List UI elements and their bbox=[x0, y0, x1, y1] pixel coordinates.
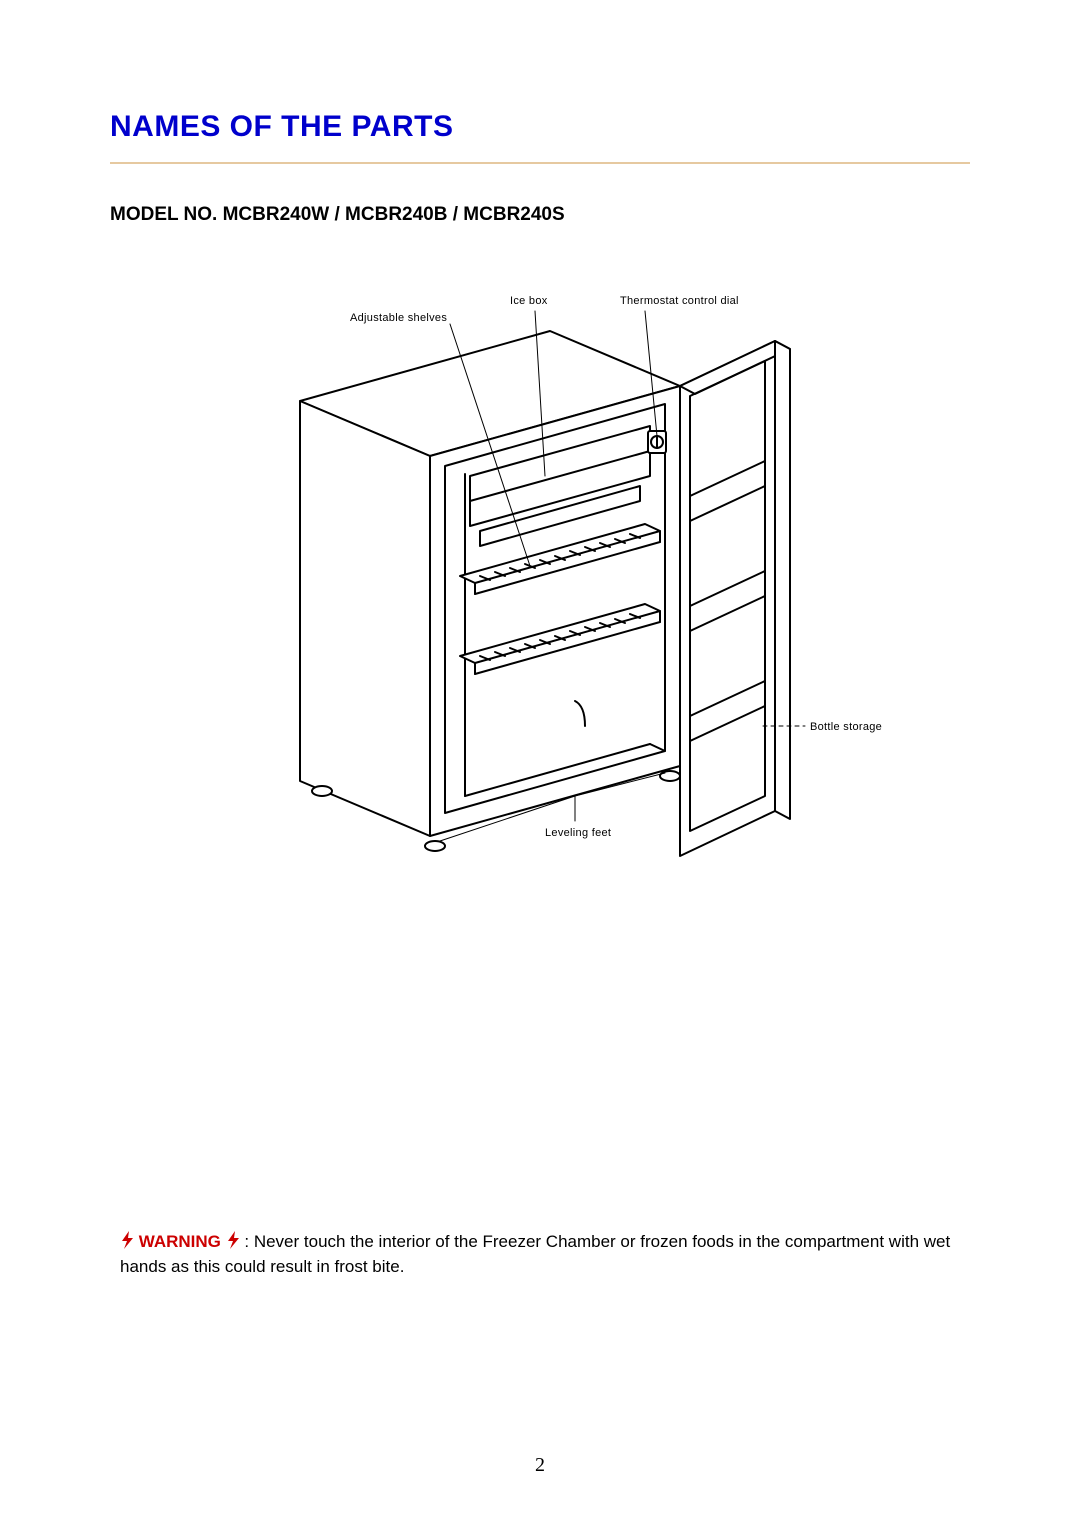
door-outer bbox=[680, 341, 790, 856]
label-adjustable-shelves: Adjustable shelves bbox=[350, 312, 447, 324]
page-number: 2 bbox=[0, 1454, 1080, 1477]
warning-text: : Never touch the interior of the Freeze… bbox=[120, 1232, 950, 1276]
fridge-diagram-svg: Ice box Adjustable shelves Thermostat co… bbox=[180, 276, 900, 906]
label-thermostat: Thermostat control dial bbox=[620, 295, 739, 307]
lightning-icon bbox=[120, 1231, 134, 1249]
lightning-icon bbox=[226, 1231, 240, 1249]
warning-label: WARNING bbox=[139, 1232, 221, 1251]
label-bottle-storage: Bottle storage bbox=[810, 721, 882, 733]
warning-block: WARNING : Never touch the interior of th… bbox=[120, 1230, 970, 1279]
label-leveling-feet: Leveling feet bbox=[545, 827, 611, 839]
parts-diagram: Ice box Adjustable shelves Thermostat co… bbox=[110, 276, 970, 906]
title-divider bbox=[110, 162, 970, 164]
model-line: MODEL NO. MCBR240W / MCBR240B / MCBR240S bbox=[110, 204, 970, 226]
page-title: NAMES OF THE PARTS bbox=[110, 110, 970, 144]
label-ice-box: Ice box bbox=[510, 295, 548, 307]
